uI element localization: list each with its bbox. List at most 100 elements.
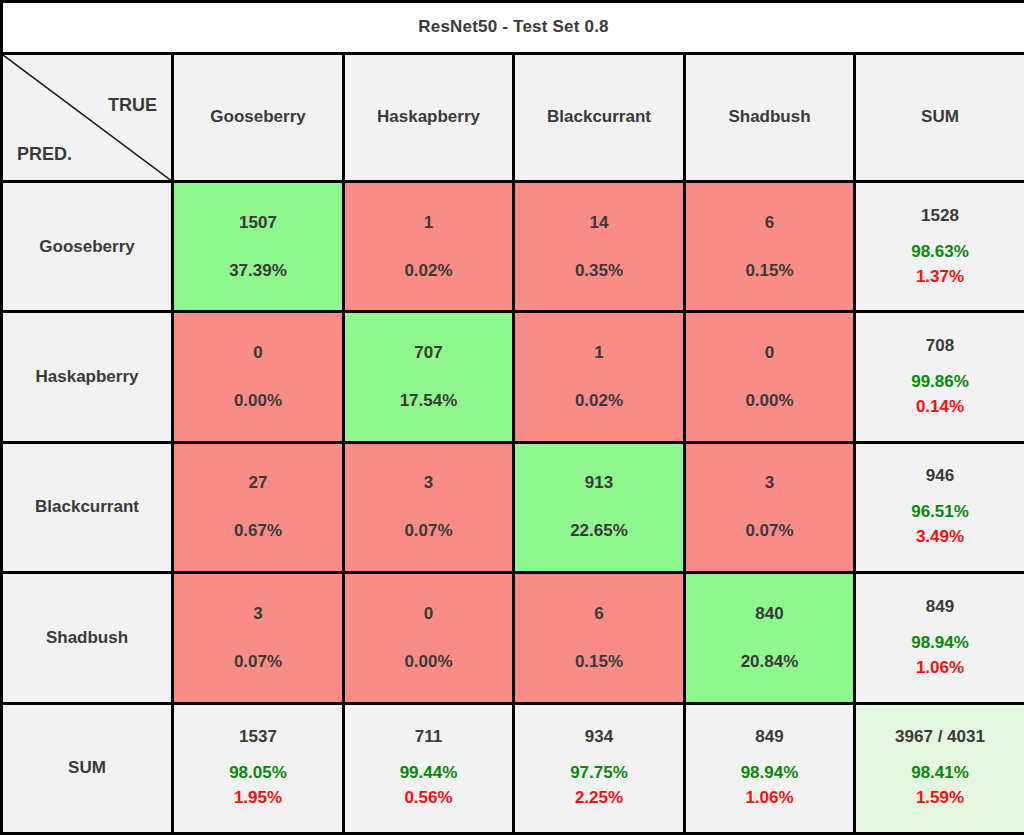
sum-count: 1537: [174, 726, 342, 748]
matrix-cell-r0c0: 1507 37.39%: [173, 181, 344, 311]
title-row: ResNet50 - Test Set 0.8: [2, 2, 1024, 54]
col-sum-shadbush: 849 98.94% 1.06%: [685, 703, 855, 833]
cell-count: 14: [515, 212, 683, 234]
sum-count: 708: [856, 335, 1024, 357]
sum-count: 1528: [856, 205, 1024, 227]
row-label-haskapberry: Haskapberry: [2, 312, 173, 442]
cell-percent: 0.07%: [174, 651, 342, 673]
sum-count: 934: [515, 726, 683, 748]
cell-percent: 0.67%: [174, 520, 342, 542]
cell-percent: 0.15%: [686, 260, 853, 282]
sum-count: 946: [856, 465, 1024, 487]
cell-percent: 0.07%: [686, 520, 853, 542]
col-header-shadbush: Shadbush: [685, 53, 855, 181]
sum-negative-percent: 1.06%: [856, 655, 1024, 680]
cell-count: 0: [174, 342, 342, 364]
true-axis-label: TRUE: [108, 95, 157, 116]
sum-negative-percent: 3.49%: [856, 524, 1024, 549]
pred-axis-label: PRED.: [17, 144, 72, 165]
header-row: TRUE PRED. Gooseberry Haskapberry Blackc…: [2, 53, 1024, 181]
sum-positive-percent: 98.05%: [174, 760, 342, 785]
row-shadbush: Shadbush 3 0.07% 0 0.00% 6 0.15% 840 20.…: [2, 573, 1024, 703]
cell-percent: 0.00%: [686, 390, 853, 412]
cell-percent: 0.07%: [345, 520, 512, 542]
matrix-cell-r1c2: 1 0.02%: [514, 312, 685, 442]
sum-positive-percent: 96.51%: [856, 499, 1024, 524]
matrix-cell-r2c1: 3 0.07%: [344, 442, 514, 572]
cell-percent: 0.02%: [515, 390, 683, 412]
grand-total-cell: 3967 / 4031 98.41% 1.59%: [855, 703, 1024, 833]
matrix-cell-r3c0: 3 0.07%: [173, 573, 344, 703]
col-sum-haskapberry: 711 99.44% 0.56%: [344, 703, 514, 833]
total-error-percent: 1.59%: [856, 785, 1024, 810]
cell-count: 27: [174, 472, 342, 494]
cell-percent: 37.39%: [174, 260, 342, 282]
page-title: ResNet50 - Test Set 0.8: [2, 2, 1024, 54]
matrix-cell-r2c0: 27 0.67%: [173, 442, 344, 572]
cell-count: 707: [345, 342, 512, 364]
sum-negative-percent: 1.37%: [856, 264, 1024, 289]
cell-count: 3: [174, 603, 342, 625]
sum-positive-percent: 99.44%: [345, 760, 512, 785]
matrix-cell-r1c0: 0 0.00%: [173, 312, 344, 442]
sum-negative-percent: 2.25%: [515, 785, 683, 810]
cell-count: 1507: [174, 212, 342, 234]
row-blackcurrant: Blackcurrant 27 0.67% 3 0.07% 913 22.65%…: [2, 442, 1024, 572]
matrix-cell-r1c3: 0 0.00%: [685, 312, 855, 442]
col-sum-blackcurrant: 934 97.75% 2.25%: [514, 703, 685, 833]
sum-positive-percent: 98.94%: [686, 760, 853, 785]
matrix-cell-r0c3: 6 0.15%: [685, 181, 855, 311]
sum-row: SUM 1537 98.05% 1.95% 711 99.44% 0.56% 9…: [2, 703, 1024, 833]
cell-count: 6: [686, 212, 853, 234]
row-sum-haskapberry: 708 99.86% 0.14%: [855, 312, 1024, 442]
matrix-cell-r3c3: 840 20.84%: [685, 573, 855, 703]
cell-percent: 0.00%: [345, 651, 512, 673]
sum-count: 849: [856, 596, 1024, 618]
sum-positive-percent: 98.63%: [856, 239, 1024, 264]
matrix-cell-r0c1: 1 0.02%: [344, 181, 514, 311]
col-sum-gooseberry: 1537 98.05% 1.95%: [173, 703, 344, 833]
matrix-cell-r2c3: 3 0.07%: [685, 442, 855, 572]
matrix-cell-r0c2: 14 0.35%: [514, 181, 685, 311]
cell-percent: 17.54%: [345, 390, 512, 412]
sum-negative-percent: 0.56%: [345, 785, 512, 810]
row-sum-shadbush: 849 98.94% 1.06%: [855, 573, 1024, 703]
sum-row-label: SUM: [2, 703, 173, 833]
confusion-matrix-figure: ResNet50 - Test Set 0.8 TRUE PRED. Goose…: [0, 0, 1024, 835]
total-accuracy-percent: 98.41%: [856, 760, 1024, 785]
sum-positive-percent: 99.86%: [856, 369, 1024, 394]
cell-percent: 22.65%: [515, 520, 683, 542]
cell-count: 3: [345, 472, 512, 494]
row-label-blackcurrant: Blackcurrant: [2, 442, 173, 572]
sum-negative-percent: 1.95%: [174, 785, 342, 810]
cell-percent: 0.15%: [515, 651, 683, 673]
col-header-blackcurrant: Blackcurrant: [514, 53, 685, 181]
cell-percent: 0.35%: [515, 260, 683, 282]
sum-positive-percent: 98.94%: [856, 630, 1024, 655]
row-sum-gooseberry: 1528 98.63% 1.37%: [855, 181, 1024, 311]
confusion-matrix-table: ResNet50 - Test Set 0.8 TRUE PRED. Goose…: [0, 0, 1024, 835]
sum-count: 711: [345, 726, 512, 748]
cell-count: 1: [515, 342, 683, 364]
cell-count: 840: [686, 603, 853, 625]
matrix-cell-r2c2: 913 22.65%: [514, 442, 685, 572]
sum-negative-percent: 0.14%: [856, 394, 1024, 419]
cell-count: 0: [345, 603, 512, 625]
cell-percent: 0.00%: [174, 390, 342, 412]
row-label-shadbush: Shadbush: [2, 573, 173, 703]
matrix-cell-r3c1: 0 0.00%: [344, 573, 514, 703]
sum-negative-percent: 1.06%: [686, 785, 853, 810]
sum-positive-percent: 97.75%: [515, 760, 683, 785]
cell-count: 913: [515, 472, 683, 494]
row-sum-blackcurrant: 946 96.51% 3.49%: [855, 442, 1024, 572]
cell-percent: 0.02%: [345, 260, 512, 282]
cell-count: 1: [345, 212, 512, 234]
col-header-haskapberry: Haskapberry: [344, 53, 514, 181]
col-header-gooseberry: Gooseberry: [173, 53, 344, 181]
total-count: 3967 / 4031: [856, 726, 1024, 748]
row-label-gooseberry: Gooseberry: [2, 181, 173, 311]
matrix-cell-r3c2: 6 0.15%: [514, 573, 685, 703]
cell-count: 0: [686, 342, 853, 364]
corner-cell: TRUE PRED.: [2, 53, 173, 181]
row-gooseberry: Gooseberry 1507 37.39% 1 0.02% 14 0.35% …: [2, 181, 1024, 311]
